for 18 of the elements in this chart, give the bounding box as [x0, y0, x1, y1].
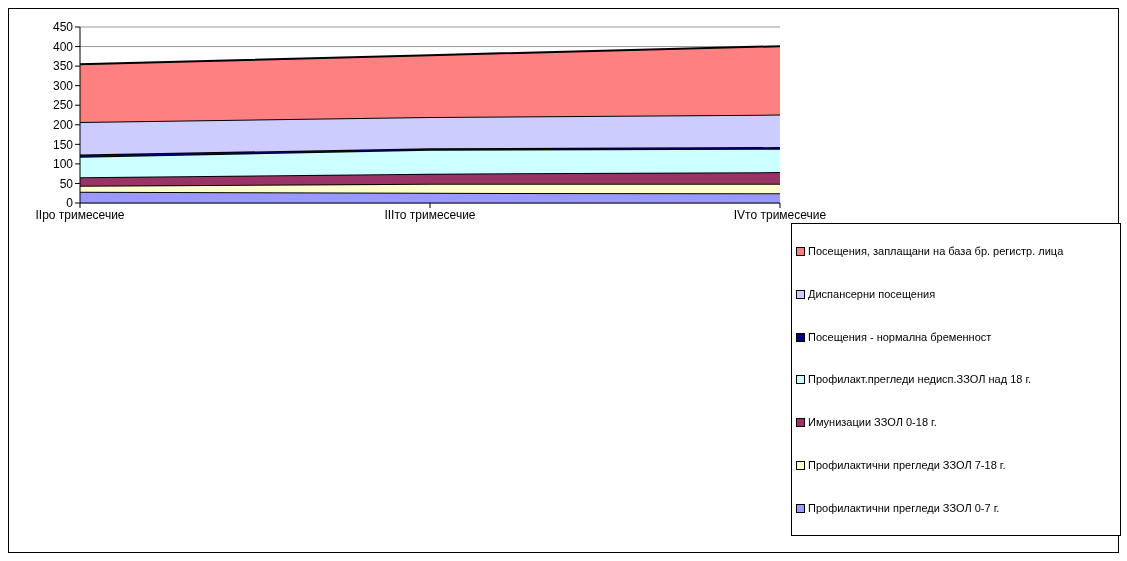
y-tick-label: 350 — [52, 59, 74, 74]
legend-label: Профилактични прегледи ЗЗОЛ 0-7 г. — [808, 501, 1000, 514]
legend-label: Имунизации ЗЗОЛ 0-18 г. — [808, 416, 937, 429]
y-tick-label: 150 — [52, 137, 74, 152]
y-tick-label: 200 — [52, 118, 74, 133]
x-tick-label: IIIто тримесечие — [384, 207, 476, 222]
legend-label: Посещения, заплащани на база бр. регистр. лица — [808, 245, 1064, 258]
legend-label: Профилакт.прегледи недисп.ЗЗОЛ над 18 г. — [808, 373, 1032, 386]
y-tick-label: 250 — [52, 98, 74, 113]
y-tick-label: 300 — [52, 78, 74, 93]
legend-label: Профилактични прегледи ЗЗОЛ 7-18 г. — [808, 458, 1006, 471]
y-tick-label: 450 — [52, 20, 74, 35]
x-tick-label: IVто тримесечие — [733, 207, 827, 222]
y-tick-label: 100 — [52, 157, 74, 172]
y-tick-label: 400 — [52, 39, 74, 54]
legend-label: Посещения - нормална бременност — [808, 330, 992, 343]
y-tick-label: 50 — [59, 176, 74, 191]
legend-label: Диспансерни посещения — [808, 288, 936, 301]
